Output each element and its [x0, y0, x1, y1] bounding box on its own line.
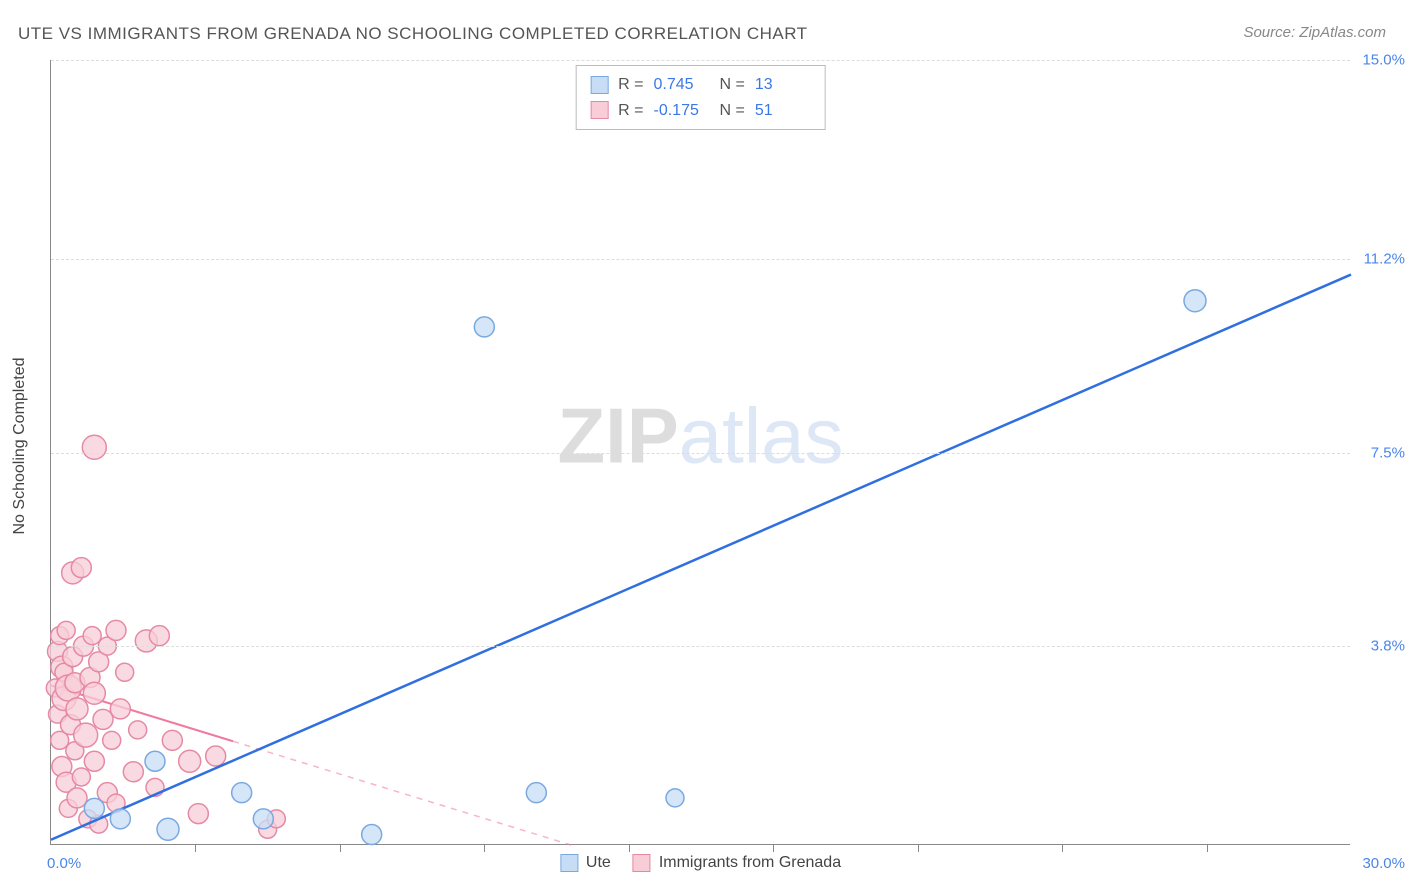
ytick-label: 11.2%: [1364, 250, 1405, 267]
legend-item-grenada: Immigrants from Grenada: [633, 854, 841, 872]
legend-label-ute: Ute: [586, 854, 611, 872]
xtick: [773, 844, 774, 852]
xtick: [918, 844, 919, 852]
ytick-label: 3.8%: [1371, 638, 1405, 655]
ytick-label: 15.0%: [1362, 52, 1405, 69]
xtick: [484, 844, 485, 852]
legend-item-ute: Ute: [560, 854, 611, 872]
gridline: [51, 453, 1350, 454]
gridline: [51, 646, 1350, 647]
xtick: [629, 844, 630, 852]
ytick-label: 7.5%: [1371, 444, 1405, 461]
plot-area: ZIPatlas R = 0.745 N = 13 R = -0.175 N =…: [50, 60, 1350, 845]
bottom-legend: Ute Immigrants from Grenada: [560, 854, 841, 872]
legend-swatch-ute: [560, 854, 578, 872]
y-axis-label: No Schooling Completed: [11, 358, 29, 535]
legend-swatch-grenada: [633, 854, 651, 872]
chart-title: UTE VS IMMIGRANTS FROM GRENADA NO SCHOOL…: [18, 24, 808, 44]
xtick: [1207, 844, 1208, 852]
gridline: [51, 259, 1350, 260]
gridline: [51, 60, 1350, 61]
xtick: [195, 844, 196, 852]
xtick: [340, 844, 341, 852]
source-attribution: Source: ZipAtlas.com: [1243, 24, 1386, 41]
x-axis-end-label: 30.0%: [1362, 855, 1405, 872]
xtick: [1062, 844, 1063, 852]
x-axis-start-label: 0.0%: [47, 855, 81, 872]
legend-label-grenada: Immigrants from Grenada: [659, 854, 841, 872]
